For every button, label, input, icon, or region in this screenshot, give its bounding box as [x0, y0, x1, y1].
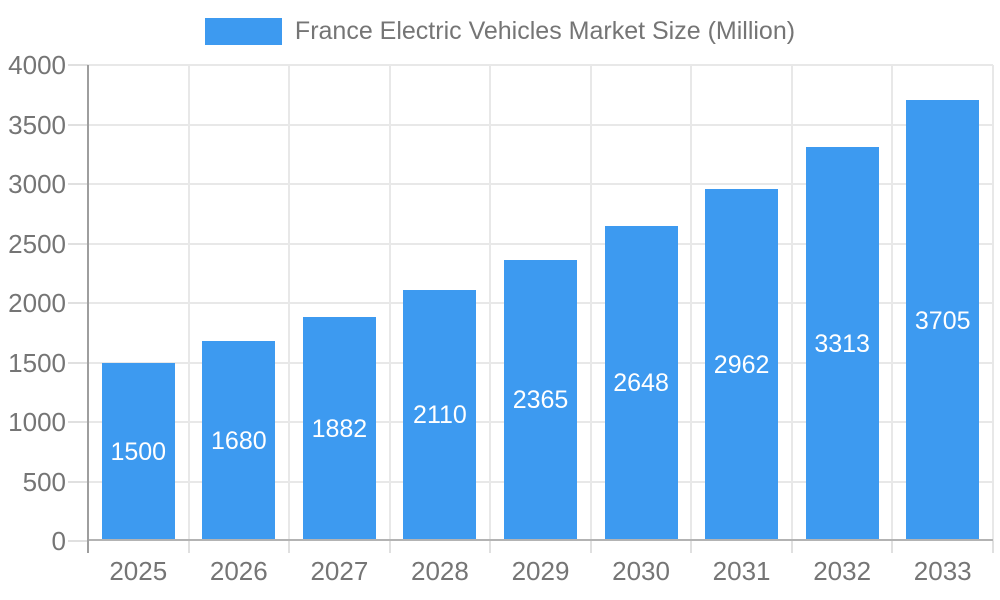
y-axis-tick — [68, 421, 88, 423]
y-axis-tick-label: 2000 — [8, 288, 66, 318]
x-axis-tick-label: 2033 — [913, 556, 972, 586]
x-axis-tick — [790, 541, 793, 553]
x-axis-tick-label: 2026 — [209, 556, 268, 586]
bar-value-label: 2648 — [613, 369, 669, 398]
x-axis-tick-label: 2027 — [310, 556, 369, 586]
y-axis-tick-label: 0 — [51, 526, 66, 556]
x-axis-baseline — [88, 539, 993, 541]
x-axis-tick — [187, 541, 190, 553]
v-gridline — [891, 65, 894, 541]
x-axis-tick-label: 2031 — [712, 556, 771, 586]
bar-value-label: 2110 — [413, 401, 467, 430]
y-axis-tick — [68, 480, 88, 483]
bar-2027[interactable] — [302, 317, 376, 541]
bar-2029[interactable] — [504, 259, 577, 541]
y-axis-tick-label: 500 — [22, 466, 66, 497]
h-gridline — [88, 64, 993, 66]
x-axis-tick-label: 2030 — [612, 556, 670, 586]
y-axis-tick-label: 3000 — [8, 169, 66, 199]
legend-swatch[interactable] — [204, 18, 282, 45]
bar-2031[interactable] — [705, 188, 779, 541]
y-axis-tick-label: 3500 — [8, 109, 66, 140]
x-axis-tick-label: 2028 — [411, 556, 469, 586]
bar-value-label: 3313 — [814, 329, 870, 358]
bar-value-label: 1500 — [110, 437, 167, 466]
y-axis-tick — [68, 123, 88, 126]
bar-value-label: 1680 — [211, 427, 267, 456]
x-axis-tick — [992, 541, 994, 553]
y-axis-tick — [68, 64, 88, 66]
y-axis-tick-label: 1500 — [8, 347, 66, 378]
y-axis-tick-label: 2500 — [8, 228, 66, 259]
bar-2026[interactable] — [202, 341, 276, 541]
x-axis-tick — [891, 541, 894, 553]
y-axis-labels: 0 500 1000 1500 2000 2500 3000 3500 4000 — [0, 52, 66, 554]
x-axis-labels: 2025 2026 2027 2028 2029 2030 2031 2032 2033 — [88, 556, 993, 586]
v-gridline — [690, 65, 693, 541]
bar-2033[interactable] — [906, 100, 980, 541]
y-axis-tick — [68, 183, 88, 185]
y-axis-tick-label: 1000 — [8, 407, 66, 437]
v-gridline — [388, 65, 391, 541]
h-gridline — [88, 183, 993, 185]
v-gridline — [992, 65, 994, 541]
y-axis-tick — [68, 361, 88, 364]
x-axis-tick-label: 2032 — [813, 556, 872, 586]
x-axis-tick — [388, 541, 391, 553]
bar-2032[interactable] — [805, 146, 879, 541]
x-axis-tick-label: 2029 — [511, 556, 570, 586]
x-axis-tick — [288, 541, 291, 553]
y-axis-tick — [68, 540, 88, 542]
bar-2025[interactable] — [101, 362, 175, 541]
h-gridline — [88, 123, 993, 126]
h-gridline — [88, 242, 993, 245]
x-axis-tick — [690, 541, 693, 553]
bar-2028[interactable] — [403, 289, 477, 541]
v-gridline — [489, 65, 492, 541]
bar-value-label: 2365 — [512, 386, 569, 415]
v-gridline — [288, 65, 291, 541]
legend: France Electric Vehicles Market Size (Mi… — [0, 18, 1000, 45]
v-gridline — [589, 65, 592, 541]
bar-2030[interactable] — [604, 225, 678, 541]
x-axis-tick-label: 2025 — [109, 556, 168, 586]
y-axis-line — [87, 65, 89, 553]
y-axis-tick-label: 4000 — [8, 50, 66, 80]
x-axis-tick — [589, 541, 592, 553]
plot-area: 1500 1680 1882 2110 2365 2648 2962 3313 3705 — [68, 64, 994, 553]
bar-value-label: 1882 — [311, 415, 368, 444]
x-axis-tick — [489, 541, 492, 553]
y-axis-tick — [68, 242, 88, 245]
v-gridline — [790, 65, 793, 541]
y-axis-tick — [68, 302, 88, 304]
v-gridline — [187, 65, 190, 541]
legend-label[interactable]: France Electric Vehicles Market Size (Mi… — [294, 17, 796, 45]
bar-value-label: 2962 — [713, 350, 770, 379]
bar-value-label: 3705 — [914, 306, 971, 335]
